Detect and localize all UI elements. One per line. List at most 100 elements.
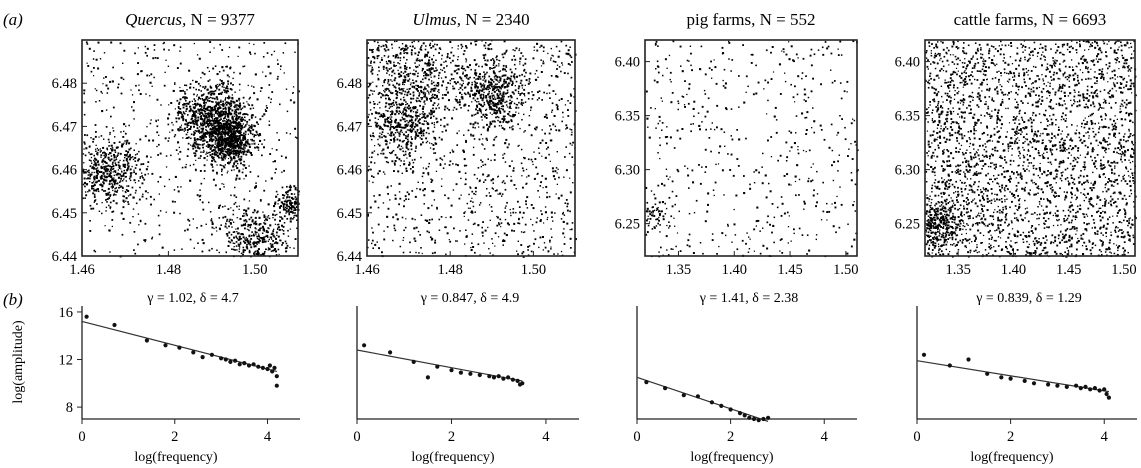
data-point: [125, 150, 128, 152]
data-point: [449, 57, 451, 59]
data-point: [267, 240, 269, 242]
data-point: [384, 88, 387, 91]
data-point: [164, 71, 166, 73]
data-point: [367, 42, 369, 44]
data-point: [173, 44, 176, 47]
data-point: [187, 142, 190, 145]
data-point: [181, 115, 184, 118]
data-point: [284, 240, 287, 243]
data-point: [119, 152, 122, 155]
data-point: [210, 219, 213, 222]
data-point: [492, 102, 495, 105]
data-point: [518, 222, 521, 225]
data-point: [287, 205, 289, 208]
data-point: [102, 152, 104, 154]
data-point: [232, 77, 234, 80]
data-point: [231, 226, 233, 228]
data-point: [407, 133, 410, 136]
data-point: [397, 124, 399, 126]
data-point: [225, 222, 227, 225]
data-point: [368, 180, 370, 182]
data-point: [272, 234, 275, 237]
data-point: [223, 183, 225, 185]
data-point: [198, 147, 201, 150]
data-point: [491, 113, 493, 116]
data-point: [238, 46, 241, 49]
data-point: [475, 78, 477, 80]
data-point: [548, 195, 551, 198]
data-point: [506, 84, 509, 87]
data-point: [434, 43, 436, 45]
data-point: [215, 101, 217, 103]
data-point: [391, 116, 393, 118]
data-point: [163, 185, 166, 188]
data-point: [206, 118, 208, 120]
data-point: [258, 239, 261, 242]
data-point: [464, 69, 467, 72]
data-point: [232, 117, 234, 119]
data-point: [285, 156, 287, 159]
data-point: [145, 197, 148, 200]
data-point: [493, 72, 496, 75]
data-point: [502, 154, 504, 156]
data-point: [283, 169, 285, 172]
data-point: [184, 127, 186, 130]
data-point: [220, 118, 222, 120]
data-point: [417, 97, 419, 99]
data-point: [285, 212, 287, 214]
data-point: [94, 124, 97, 126]
data-point: [220, 131, 223, 133]
data-point: [286, 203, 288, 206]
data-point: [212, 120, 215, 123]
data-point: [220, 93, 223, 95]
data-point: [227, 115, 229, 117]
data-point: [112, 171, 114, 173]
data-point: [214, 89, 217, 92]
data-point: [163, 48, 165, 51]
data-point: [383, 55, 386, 57]
data-point: [373, 40, 376, 43]
data-point: [139, 186, 141, 189]
data-point: [219, 139, 222, 141]
data-point: [487, 88, 490, 91]
data-point: [214, 143, 216, 145]
data-point: [238, 169, 241, 172]
data-point: [89, 220, 91, 222]
data-point: [202, 140, 204, 142]
data-point: [368, 94, 371, 97]
data-point: [259, 227, 261, 230]
data-point: [509, 99, 511, 102]
data-point: [545, 148, 548, 150]
data-point: [509, 68, 512, 71]
data-point: [186, 102, 188, 105]
data-point: [127, 155, 130, 158]
data-point: [205, 125, 207, 128]
data-point: [192, 86, 195, 89]
data-point: [106, 201, 108, 203]
data-point: [247, 114, 249, 116]
data-point: [257, 252, 260, 255]
data-point: [97, 190, 100, 193]
data-point: [225, 122, 228, 125]
data-point: [205, 112, 208, 115]
data-point: [403, 48, 406, 50]
data-point: [197, 99, 199, 101]
data-point: [487, 85, 489, 87]
data-point: [394, 132, 397, 134]
data-point: [453, 106, 456, 109]
data-point: [459, 99, 461, 101]
data-point: [218, 113, 221, 115]
data-point: [232, 131, 234, 133]
data-point: [501, 118, 504, 120]
data-point: [127, 201, 129, 203]
data-point: [103, 158, 105, 160]
data-point: [520, 79, 523, 82]
data-point: [434, 87, 437, 90]
data-point: [104, 176, 106, 178]
data-point: [419, 113, 421, 115]
data-point: [252, 107, 255, 109]
data-point: [456, 132, 458, 135]
data-point: [392, 92, 394, 94]
data-point: [502, 244, 504, 246]
data-point: [233, 155, 235, 158]
